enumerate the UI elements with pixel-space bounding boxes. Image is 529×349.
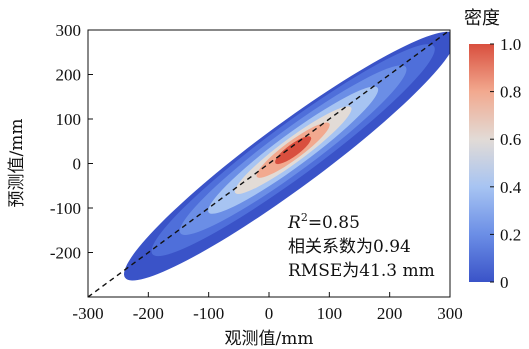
- x-tick-label: -300: [72, 304, 103, 323]
- colorbar-tick-label: 0.6: [500, 130, 521, 149]
- colorbar: 密度 0 0.2 0.4 0.6 0.8 1.0: [464, 8, 522, 292]
- colorbar-tick-label: 0.2: [500, 225, 521, 244]
- colorbar-tick-label: 0.8: [500, 83, 521, 102]
- r2-symbol: R: [287, 213, 301, 233]
- colorbar-gradient: [469, 44, 494, 282]
- r2-superscript: 2: [301, 211, 308, 224]
- y-tick-label: 300: [56, 21, 82, 40]
- x-axis-title: 观测值/mm: [225, 329, 314, 349]
- y-tick-label: 200: [56, 66, 82, 85]
- density-contours: [88, 30, 450, 297]
- colorbar-title: 密度: [464, 8, 500, 29]
- y-tick-label: 100: [56, 110, 82, 129]
- x-tick-label: 0: [265, 304, 274, 323]
- corr-text: 相关系数为0.94: [288, 237, 411, 257]
- colorbar-tick-label: 1.0: [500, 35, 521, 54]
- x-tick-label: -200: [133, 304, 164, 323]
- r2-text: R2=0.85: [287, 211, 360, 233]
- plot-area: [88, 30, 450, 297]
- colorbar-tick-label: 0: [500, 273, 509, 292]
- x-tick-label: 100: [317, 304, 343, 323]
- x-tick-label: 200: [377, 304, 403, 323]
- density-level-6: [275, 136, 312, 165]
- x-tick-label: -100: [193, 304, 224, 323]
- stats-annotation: R2=0.85 相关系数为0.94 RMSE为41.3 mm: [287, 211, 435, 281]
- y-tick-label: -200: [50, 244, 81, 263]
- x-tick-label: 300: [437, 304, 463, 323]
- y-axis-title: 预测值/mm: [7, 119, 27, 208]
- r2-value: =0.85: [308, 213, 360, 233]
- y-tick-label: 0: [73, 155, 82, 174]
- colorbar-ticks: 0 0.2 0.4 0.6 0.8 1.0: [490, 35, 522, 292]
- y-tick-label: -100: [50, 199, 81, 218]
- axes: -300 -200 -100 0 100 200 300 -200 -100 0 100 200 300: [50, 21, 463, 323]
- reference-line: [88, 30, 450, 297]
- colorbar-tick-label: 0.4: [500, 178, 522, 197]
- rmse-text: RMSE为41.3 mm: [288, 261, 435, 281]
